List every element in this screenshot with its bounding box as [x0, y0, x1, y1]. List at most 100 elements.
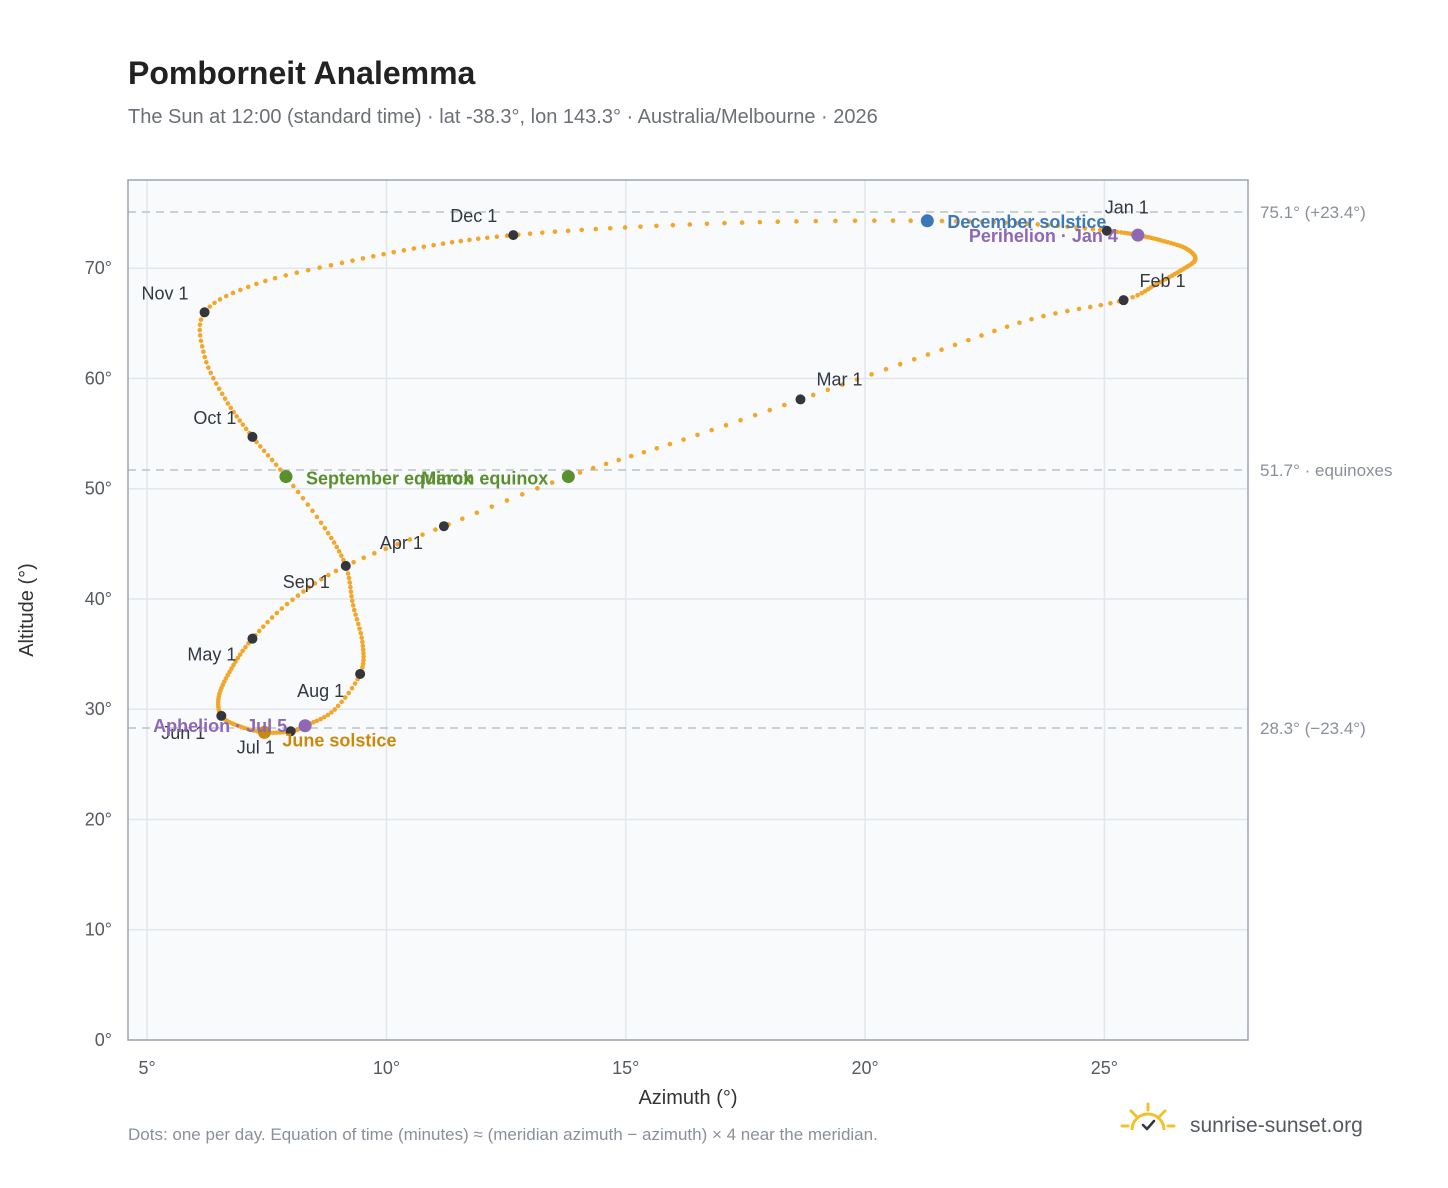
- daily-sun-dot: [336, 549, 342, 554]
- daily-sun-dot: [238, 287, 243, 293]
- month-markers: Jan 1 Feb 1 Mar 1 Apr 1 May 1 Jun 1 Jul 1 Aug 1…: [142, 198, 1186, 758]
- x-axis-ticks: 5° 10° 15° 20° 25°: [139, 1058, 1118, 1078]
- daily-sun-dot: [198, 338, 204, 344]
- y-tick-label: 40°: [85, 589, 112, 609]
- reference-lines: 75.1° (+23.4°) 51.7° · equinoxes 28.3° (−2…: [128, 203, 1393, 738]
- daily-sun-dot: [967, 219, 972, 224]
- daily-sun-dot: [383, 546, 389, 552]
- daily-sun-dot: [939, 218, 945, 224]
- daily-sun-dot: [257, 444, 263, 449]
- daily-sun-dot: [222, 396, 228, 402]
- daily-sun-dot: [352, 681, 358, 686]
- daily-sun-dot: [757, 219, 763, 225]
- sun-check-logo-icon: [1120, 1102, 1176, 1131]
- daily-sun-dot: [300, 495, 306, 501]
- daily-sun-dot: [775, 219, 781, 225]
- daily-sun-dot: [519, 492, 525, 497]
- month-marker-dot: [199, 307, 210, 318]
- footnote: Dots: one per day. Equation of time (min…: [128, 1125, 878, 1144]
- daily-sun-dot: [767, 407, 773, 413]
- daily-sun-dot: [579, 227, 585, 233]
- daily-sun-dot: [361, 650, 366, 656]
- daily-sun-dot: [254, 281, 259, 287]
- daily-sun-dot: [484, 235, 490, 241]
- daily-sun-dot: [350, 603, 356, 608]
- daily-sun-dot: [872, 218, 877, 223]
- daily-sun-dot: [407, 537, 413, 542]
- daily-sun-dot: [1108, 300, 1113, 306]
- month-marker-dot: [216, 710, 227, 721]
- daily-sun-dot: [1017, 320, 1022, 326]
- daily-sun-dot: [314, 718, 320, 724]
- daily-sun-dot: [458, 238, 464, 244]
- daily-sun-dot: [411, 246, 417, 251]
- daily-sun-dot: [391, 249, 397, 255]
- daily-sun-dot: [322, 525, 328, 531]
- daily-sun-dot: [325, 530, 331, 536]
- daily-sun-dot: [312, 581, 318, 586]
- daily-sun-dot: [1065, 308, 1070, 314]
- daily-sun-dot: [359, 635, 364, 640]
- daily-sun-dot: [738, 417, 743, 423]
- daily-sun-dot: [207, 304, 213, 309]
- daily-sun-dot: [355, 621, 361, 627]
- daily-sun-dot: [709, 427, 714, 433]
- daily-sun-dot: [228, 405, 234, 411]
- daily-sun-dot: [953, 218, 959, 224]
- y-tick-label: 60°: [85, 368, 112, 388]
- daily-sun-dot: [271, 730, 276, 736]
- month-marker-label: Jul 1: [237, 737, 275, 757]
- daily-sun-dot: [326, 572, 331, 578]
- event-marker-label: Perihelion · Jan 4: [969, 226, 1118, 246]
- daily-sun-dot: [260, 624, 266, 629]
- daily-sun-dot: [273, 462, 279, 468]
- x-tick-label: 25°: [1091, 1058, 1118, 1078]
- daily-sun-dot: [235, 655, 241, 661]
- daily-sun-dot: [360, 647, 366, 652]
- daily-sun-dot: [361, 555, 366, 561]
- daily-sun-dot: [349, 593, 354, 599]
- daily-sun-dot: [346, 690, 352, 696]
- daily-sun-dot: [213, 381, 219, 386]
- daily-sun-dot: [351, 607, 357, 613]
- daily-sun-dot: [342, 695, 348, 700]
- x-tick-label: 10°: [373, 1058, 400, 1078]
- daily-sun-dot: [361, 654, 366, 660]
- daily-sun-dot: [314, 514, 320, 520]
- daily-sun-dot: [354, 617, 360, 622]
- month-marker-label: Jun 1: [161, 723, 205, 743]
- daily-sun-dot: [1114, 229, 1120, 235]
- daily-sun-dot: [328, 535, 334, 541]
- daily-sun-dot: [357, 626, 362, 631]
- event-marker-dot: [257, 725, 271, 739]
- daily-sun-dot: [295, 489, 301, 495]
- daily-sun-dot: [1041, 313, 1046, 319]
- chart-title: Pomborneit Analemma: [128, 55, 476, 91]
- month-marker-label: Sep 1: [283, 572, 330, 592]
- daily-sun-dot: [269, 615, 275, 620]
- daily-sun-dot: [311, 719, 316, 725]
- daily-sun-dot: [305, 502, 311, 507]
- daily-sun-dot: [274, 730, 279, 735]
- daily-sun-dot: [1004, 324, 1010, 330]
- daily-sun-dot: [535, 486, 540, 491]
- event-marker-dot: [298, 719, 312, 733]
- daily-sun-dot: [328, 262, 334, 268]
- daily-sun-dot: [348, 584, 353, 590]
- daily-sun-dot: [539, 230, 545, 235]
- daily-sun-dot: [353, 612, 358, 617]
- daily-sun-dot: [628, 453, 634, 459]
- daily-sun-dot: [1082, 226, 1088, 231]
- daily-sun-dot: [489, 504, 495, 509]
- daily-sun-dot: [966, 337, 971, 343]
- daily-sun-dot: [577, 470, 583, 475]
- daily-sun-dot: [939, 347, 944, 353]
- daily-sun-dot: [1035, 222, 1041, 227]
- daily-sun-dot: [339, 260, 345, 266]
- event-marker-label: Aphelion · Jul 5: [153, 716, 287, 736]
- event-marker-dot: [1131, 228, 1145, 242]
- daily-sun-dot: [1045, 222, 1051, 228]
- daily-sun-dot: [616, 457, 622, 463]
